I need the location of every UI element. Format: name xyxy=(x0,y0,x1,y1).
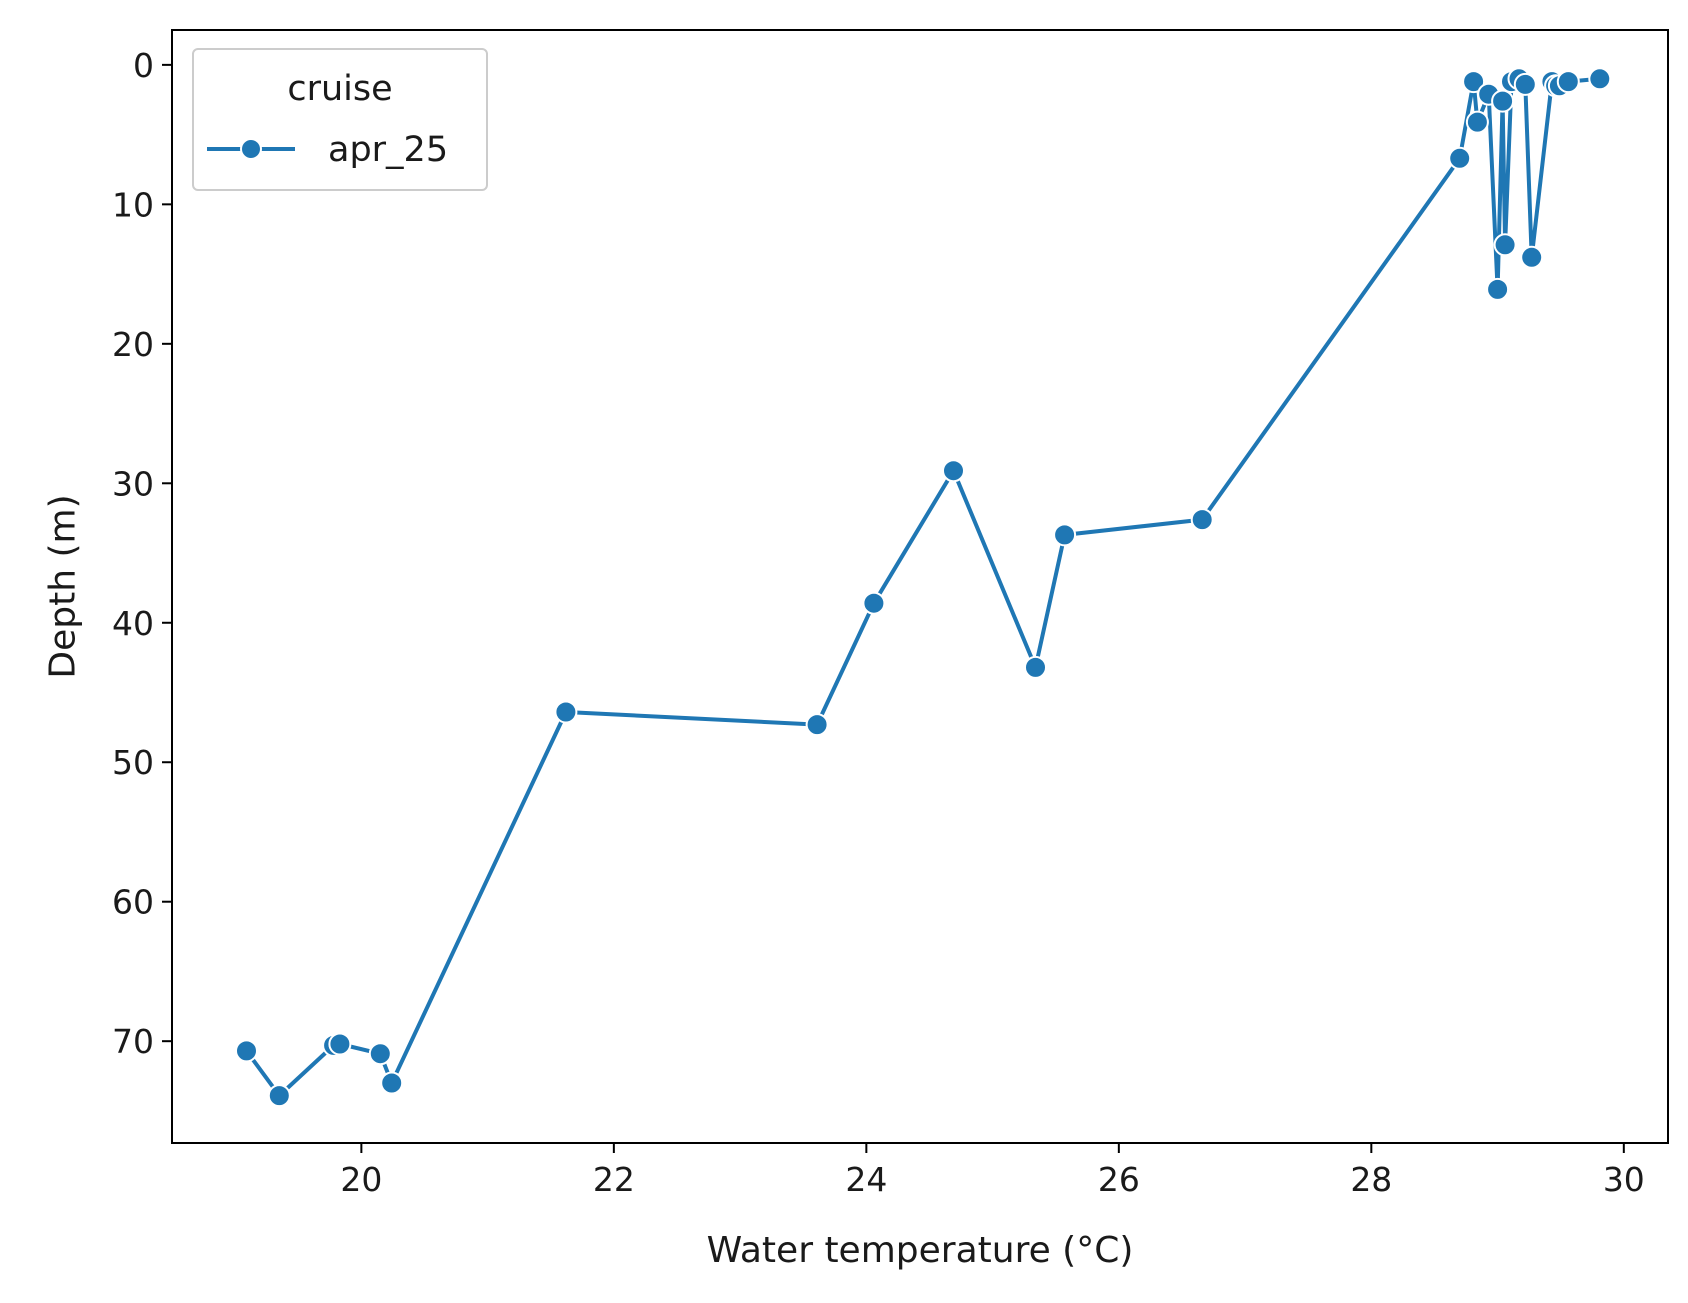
legend-box xyxy=(192,48,488,191)
data-point xyxy=(368,1042,392,1066)
plot-layer xyxy=(235,67,1612,1108)
x-tick-label: 20 xyxy=(340,1160,382,1199)
data-point xyxy=(554,700,578,724)
data-point xyxy=(942,459,965,483)
axes-layer: Water temperature (°C) Depth (m) 20 22 24 2… xyxy=(43,29,1669,1271)
y-tick-label: 10 xyxy=(112,185,154,224)
y-tick-label: 30 xyxy=(112,464,154,503)
y-tick-label: 50 xyxy=(112,743,154,782)
data-point xyxy=(862,591,886,615)
data-point xyxy=(1588,67,1612,91)
data-point xyxy=(1493,233,1517,257)
data-point xyxy=(1465,110,1489,134)
data-point xyxy=(380,1071,404,1095)
data-point xyxy=(805,713,829,737)
legend-marker-swatch xyxy=(240,138,262,160)
data-point xyxy=(1190,508,1214,532)
data-point xyxy=(1053,523,1077,547)
legend: cruise apr_25 xyxy=(192,48,488,191)
y-tick-label: 40 xyxy=(112,604,154,643)
x-tick-label: 24 xyxy=(845,1160,887,1199)
x-tick-label: 28 xyxy=(1350,1160,1392,1199)
data-point xyxy=(1486,277,1510,301)
legend-series-label: apr_25 xyxy=(328,130,448,170)
x-tick-label: 30 xyxy=(1603,1160,1645,1199)
data-point xyxy=(1462,70,1486,94)
x-axis-label: Water temperature (°C) xyxy=(707,1230,1134,1271)
data-point xyxy=(1513,72,1537,96)
x-tick-label: 22 xyxy=(593,1160,635,1199)
data-point xyxy=(1024,655,1047,679)
y-axis-label: Depth (m) xyxy=(43,494,84,678)
data-point xyxy=(267,1084,291,1108)
y-tick-label: 20 xyxy=(112,325,154,364)
data-point xyxy=(1520,245,1544,269)
x-tick-label: 26 xyxy=(1098,1160,1140,1199)
plot-frame xyxy=(171,29,1669,1144)
data-point xyxy=(1556,70,1580,94)
legend-title: cruise xyxy=(287,69,392,109)
y-tick-label: 60 xyxy=(112,883,154,922)
y-tick-label: 70 xyxy=(112,1022,154,1061)
series-line-apr_25 xyxy=(244,76,1600,1098)
data-point xyxy=(235,1039,258,1063)
y-tick-label: 0 xyxy=(133,46,154,85)
data-point xyxy=(1448,146,1472,170)
data-point xyxy=(1491,89,1515,113)
data-point xyxy=(328,1032,352,1056)
